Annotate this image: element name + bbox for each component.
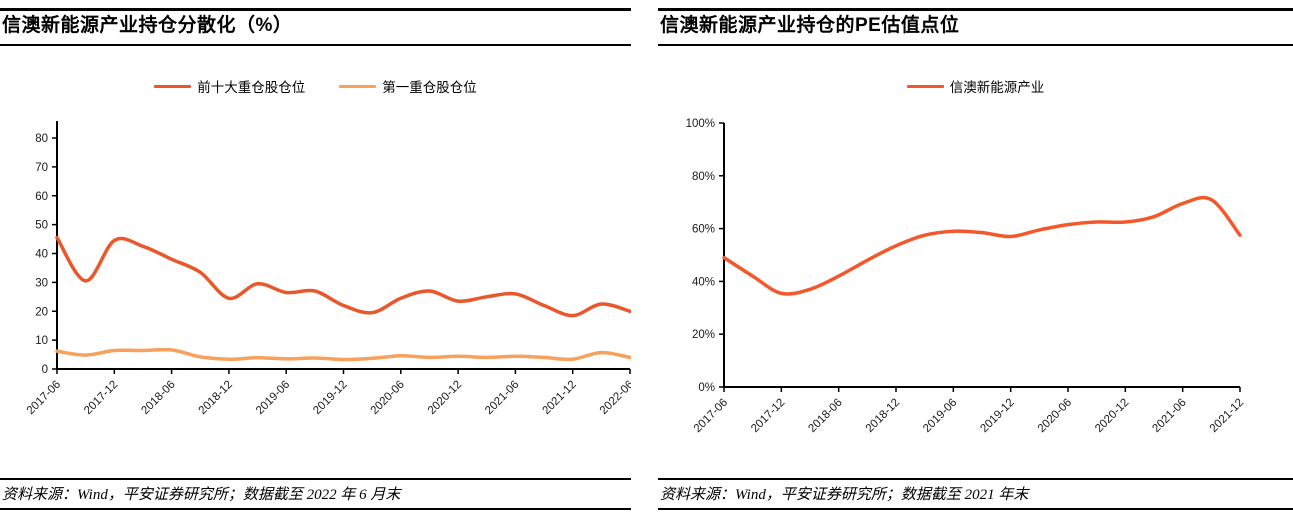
left-source-block: 资料来源：Wind，平安证券研究所；数据截至 2022 年 6 月末 <box>0 478 631 510</box>
x-axis-tick-label: 2019-06 <box>254 379 292 417</box>
y-axis-tick-label: 70 <box>35 162 48 174</box>
x-axis-tick-label: 2018-06 <box>806 397 844 435</box>
y-axis-tick-label: 80 <box>35 133 48 145</box>
x-axis-tick-label: 2021-06 <box>483 379 521 417</box>
legend-line-swatch-pe <box>906 84 944 88</box>
y-axis-tick-label: 50 <box>35 220 48 232</box>
x-axis-tick-label: 2019-12 <box>978 397 1016 435</box>
x-axis-tick-label: 2020-06 <box>369 379 407 417</box>
series-line-信澳新能源产业 <box>722 195 1242 296</box>
series-line-第一重仓股仓位 <box>55 347 631 362</box>
x-axis-tick-label: 2018-12 <box>197 379 235 417</box>
legend-line-swatch-first <box>339 84 377 88</box>
y-axis-tick-label: 60 <box>35 191 48 203</box>
right-source-block: 资料来源：Wind，平安证券研究所；数据截至 2021 年末 <box>658 478 1293 510</box>
y-axis-tick-label: 60% <box>692 224 715 236</box>
x-axis-tick-label: 2019-06 <box>921 397 959 435</box>
left-title-block: 信澳新能源产业持仓分散化（%） <box>0 8 631 46</box>
right-chart-title: 信澳新能源产业持仓的PE估值点位 <box>660 15 960 36</box>
y-axis-tick-label: 100% <box>686 118 715 130</box>
legend-line-swatch-top10 <box>154 84 192 88</box>
x-axis-tick-label: 2021-12 <box>540 379 578 417</box>
legend-label-pe: 信澳新能源产业 <box>949 80 1045 95</box>
left-chart-title: 信澳新能源产业持仓分散化（%） <box>2 15 293 36</box>
holdings-concentration-line-chart: 0 10 20 30 40 50 60 70 80 2017-06 2017-12 2018-06 20… <box>25 121 631 417</box>
x-axis-tick-label: 2019-12 <box>311 379 349 417</box>
x-axis-tick-label: 2018-12 <box>864 397 902 435</box>
legend-item-top10: 前十大重仓股仓位 <box>154 76 305 96</box>
pe-percentile-line-chart: 0% 20% 40% 60% 80% 100% 2017-06 2017-12 2018-06 2… <box>686 118 1247 435</box>
right-chart-panel: 信澳新能源产业持仓的PE估值点位 信澳新能源产业 0% 20% 40% 60% 80% 1… <box>658 0 1293 513</box>
x-axis-tick-label: 2017-06 <box>25 379 63 417</box>
y-axis-tick-label: 10 <box>35 335 48 347</box>
x-axis-tick-label: 2020-06 <box>1036 397 1074 435</box>
x-axis-tick-label: 2020-12 <box>1093 397 1131 435</box>
legend-label-top10: 前十大重仓股仓位 <box>197 80 306 95</box>
left-chart-legend: 前十大重仓股仓位 第一重仓股仓位 <box>0 76 631 96</box>
y-axis-tick-label: 40 <box>35 249 48 261</box>
x-axis-tick-label: 2020-12 <box>426 379 464 417</box>
legend-item-pe: 信澳新能源产业 <box>906 76 1045 96</box>
y-axis-tick-label: 30 <box>35 277 48 289</box>
y-axis-tick-label: 80% <box>692 171 715 183</box>
y-axis-tick-label: 40% <box>692 276 715 288</box>
x-axis-tick-label: 2021-06 <box>1150 397 1188 435</box>
right-source-text: 资料来源：Wind，平安证券研究所；数据截至 2021 年末 <box>660 487 1029 503</box>
right-title-block: 信澳新能源产业持仓的PE估值点位 <box>658 8 1293 46</box>
series-line-前十大重仓股仓位 <box>55 235 631 318</box>
legend-label-first: 第一重仓股仓位 <box>382 80 477 95</box>
x-axis-tick-label: 2017-06 <box>692 397 730 435</box>
y-axis-tick-label: 20 <box>35 306 48 318</box>
x-axis-tick-label: 2017-12 <box>749 397 787 435</box>
y-axis-tick-label: 0% <box>698 382 715 394</box>
left-chart-panel: 信澳新能源产业持仓分散化（%） 前十大重仓股仓位 第一重仓股仓位 0 10 20 30… <box>0 0 631 513</box>
y-axis-tick-label: 20% <box>692 329 715 341</box>
legend-item-first: 第一重仓股仓位 <box>339 76 477 96</box>
x-axis-tick-label: 2017-12 <box>82 379 120 417</box>
right-chart-legend: 信澳新能源产业 <box>658 76 1293 96</box>
x-axis-tick-label: 2021-12 <box>1208 397 1246 435</box>
y-axis-tick-label: 0 <box>42 364 48 376</box>
axis-line <box>723 123 1240 388</box>
x-axis-tick-label: 2022-06 <box>598 379 631 417</box>
left-source-text: 资料来源：Wind，平安证券研究所；数据截至 2022 年 6 月末 <box>2 487 401 503</box>
x-axis-tick-label: 2018-06 <box>139 379 177 417</box>
